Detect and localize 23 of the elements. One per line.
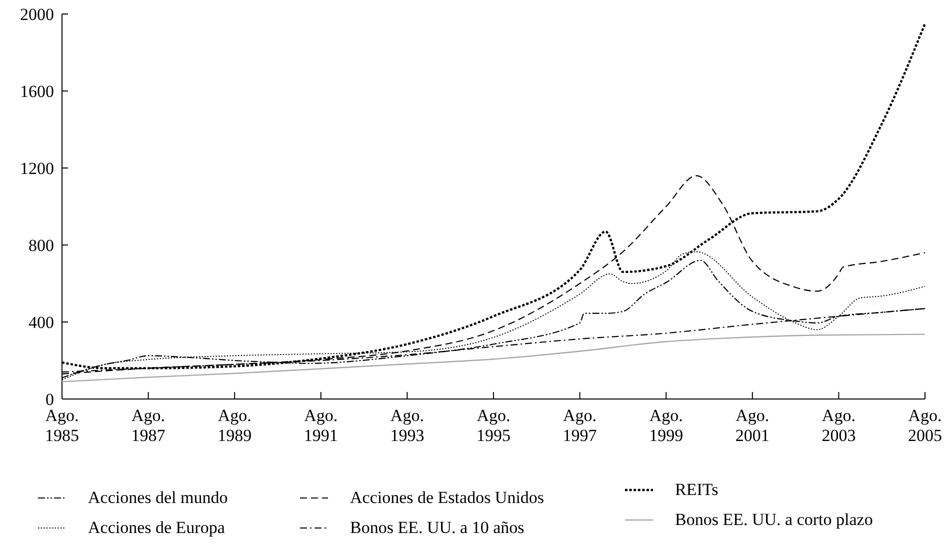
x-tick-label: Ago. 1993: [390, 406, 424, 445]
x-tick-label: Ago. 2001: [735, 406, 770, 445]
legend-label: Acciones de Estados Unidos: [350, 488, 544, 507]
x-tick-label: Ago. 1995: [476, 406, 510, 445]
y-tick-label: 1600: [20, 82, 54, 101]
y-tick-label: 0: [46, 390, 54, 409]
x-tick-label: Ago. 2005: [908, 406, 942, 445]
legend-label: Bonos EE. UU. a corto plazo: [675, 510, 873, 529]
x-tick-label: Ago. 1985: [45, 406, 79, 445]
x-tick-label: Ago. 2003: [822, 406, 856, 445]
x-tick-label: Ago. 1987: [131, 406, 166, 445]
legend-label: Acciones del mundo: [88, 488, 228, 507]
x-tick-label: Ago. 1989: [218, 406, 252, 445]
x-tick-label: Ago. 1999: [649, 406, 684, 445]
y-tick-label: 800: [28, 236, 54, 255]
legend-label: Acciones de Europa: [88, 518, 226, 537]
y-tick-label: 1200: [20, 158, 54, 178]
x-tick-label: Ago. 1991: [304, 406, 338, 445]
x-tick-label: Ago. 1997: [562, 406, 598, 445]
legend-label: Bonos EE. UU. a 10 años: [350, 518, 524, 537]
y-tick-label: 400: [28, 312, 54, 332]
y-tick-label: 2000: [20, 4, 54, 24]
legend-label: REITs: [675, 480, 718, 499]
